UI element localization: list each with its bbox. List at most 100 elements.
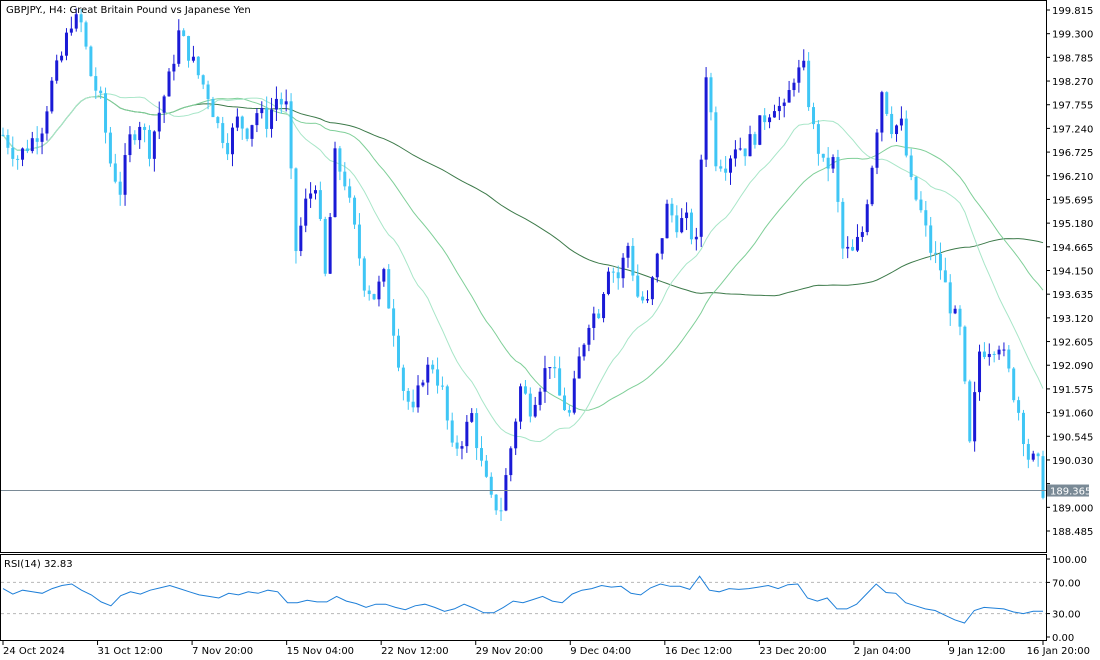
- price-tick-label: 195.695: [1052, 195, 1093, 206]
- candle-body: [245, 128, 249, 139]
- rsi-label: RSI(14) 32.83: [4, 559, 73, 570]
- candle-body: [563, 395, 567, 411]
- rsi-tick-label: 0.00: [1052, 633, 1074, 644]
- candle-body: [577, 356, 581, 379]
- candle-body: [455, 442, 459, 449]
- candle-body: [353, 197, 357, 225]
- rsi-levels: [1, 581, 1046, 615]
- price-tick-label: 198.785: [1052, 53, 1093, 64]
- candle-body: [621, 257, 625, 279]
- price-tick-label: 197.755: [1052, 101, 1093, 112]
- price-tick-label: 196.210: [1052, 172, 1093, 183]
- candle-body: [274, 98, 278, 110]
- candle-body: [313, 190, 317, 194]
- candle-body: [69, 28, 73, 33]
- candle-body: [196, 56, 200, 76]
- price-tick-label: 191.575: [1052, 385, 1093, 396]
- candle-body: [919, 199, 923, 211]
- candle-body: [1021, 412, 1025, 445]
- candle-body: [870, 167, 874, 205]
- candle-body: [680, 218, 684, 233]
- candle-body: [909, 155, 913, 177]
- candle-body: [255, 113, 259, 126]
- candle-body: [924, 210, 928, 226]
- price-tick-label: 199.815: [1052, 6, 1093, 17]
- price-tick-label: 194.150: [1052, 267, 1093, 278]
- candle-body: [973, 392, 977, 442]
- candle-body: [655, 253, 659, 278]
- candle-body: [694, 236, 698, 240]
- time-tick-label: 9 Dec 04:00: [570, 646, 631, 657]
- time-tick-label: 31 Oct 12:00: [98, 646, 163, 657]
- candle-body: [1026, 444, 1030, 460]
- candle-body: [602, 293, 606, 319]
- candle-body: [99, 90, 103, 94]
- candle-body: [45, 111, 49, 134]
- candle-body: [479, 448, 483, 461]
- candle-body: [240, 116, 244, 129]
- candle-body: [626, 245, 630, 258]
- candle-body: [1041, 456, 1045, 498]
- candle-body: [230, 127, 234, 155]
- price-tick-label: 195.180: [1052, 219, 1093, 230]
- time-tick-label: 9 Jan 12:00: [948, 646, 1005, 657]
- candle-body: [670, 203, 674, 216]
- candle-body: [377, 281, 381, 300]
- candle-body: [660, 238, 664, 254]
- time-tick-label: 16 Jan 20:00: [1027, 646, 1090, 657]
- candle-body: [816, 124, 820, 154]
- candle-body: [616, 272, 620, 279]
- price-tick-label: 198.270: [1052, 77, 1093, 88]
- candle-body: [528, 393, 532, 417]
- candle-body: [553, 367, 557, 369]
- price-panel[interactable]: [0, 0, 1047, 553]
- candle-body: [55, 60, 59, 81]
- candle-body: [187, 36, 191, 61]
- price-tick-label: 196.725: [1052, 148, 1093, 159]
- candle-body: [143, 126, 147, 130]
- candle-body: [987, 353, 991, 358]
- price-tick-label: 188.485: [1052, 527, 1093, 538]
- ma-mid-line: [2, 95, 1044, 411]
- candle-body: [113, 163, 117, 182]
- candle-body: [821, 153, 825, 158]
- candle-body: [30, 138, 34, 152]
- candle-body: [260, 108, 264, 114]
- candle-body: [782, 102, 786, 106]
- time-axis: 24 Oct 2024 31 Oct 12:00 7 Nov 20:00 15 Nov…: [2, 641, 1090, 657]
- candle-body: [138, 126, 142, 141]
- candle-body: [631, 245, 635, 276]
- candle-body: [826, 157, 830, 169]
- time-tick-label: 24 Oct 2024: [3, 646, 65, 657]
- candle-body: [787, 90, 791, 103]
- candle-body: [50, 80, 54, 112]
- candle-body: [206, 84, 210, 100]
- candle-body: [538, 391, 542, 405]
- candle-body: [421, 382, 425, 386]
- rsi-panel[interactable]: [0, 554, 1047, 641]
- candle-body: [958, 308, 962, 327]
- candle-body: [719, 166, 723, 169]
- candle-body: [123, 155, 127, 195]
- candle-body: [758, 115, 762, 145]
- candle-body: [831, 157, 835, 169]
- candle-body: [567, 410, 571, 413]
- candle-body: [60, 55, 64, 61]
- candle-body: [343, 171, 347, 187]
- candle-body: [265, 108, 269, 129]
- candle-body: [294, 168, 298, 252]
- candle-body: [118, 181, 122, 195]
- candle-body: [953, 308, 957, 314]
- candle-body: [74, 14, 78, 29]
- candle-body: [436, 369, 440, 386]
- candle-body: [543, 368, 547, 392]
- candle-body: [519, 386, 523, 422]
- candle-body: [440, 385, 444, 387]
- price-tick-label: 191.060: [1052, 409, 1093, 420]
- candle-body: [763, 115, 767, 123]
- price-axis: 199.815 199.300 198.785 198.270 197.755 197.2…: [1046, 6, 1093, 538]
- candle-body: [309, 193, 313, 199]
- candle-body: [104, 93, 108, 133]
- candle-body: [201, 75, 205, 85]
